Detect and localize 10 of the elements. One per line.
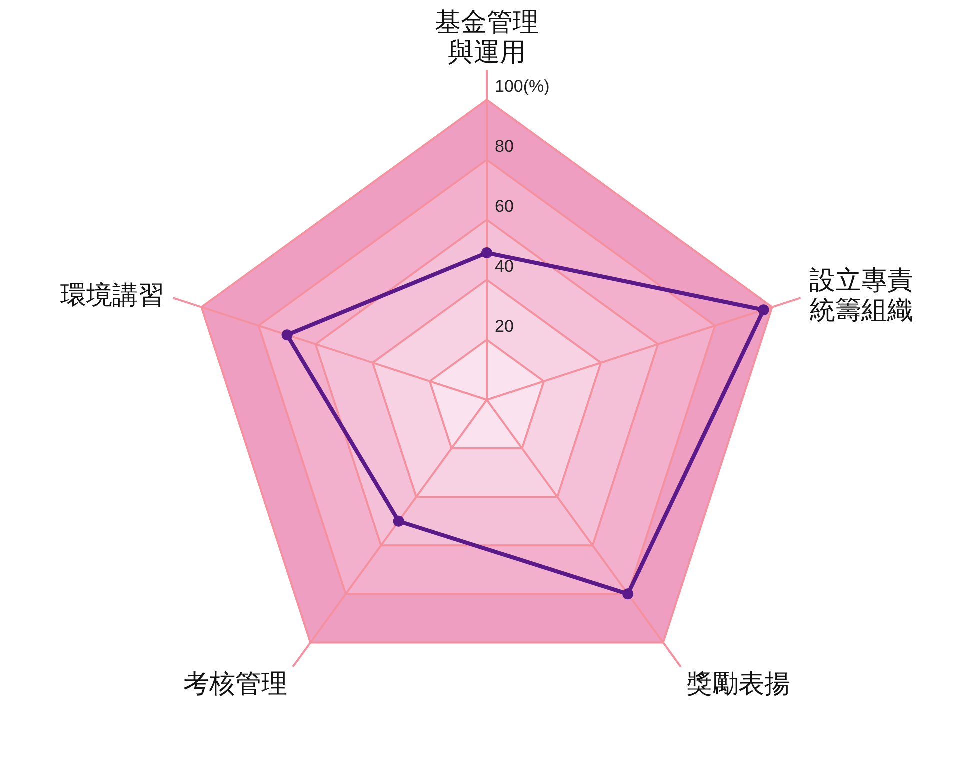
y-tick-label: 100(%): [495, 77, 550, 96]
y-tick-label: 80: [495, 137, 514, 156]
spoke-label: 設立專責統籌組織: [809, 265, 914, 326]
spoke-label: 基金管理與運用: [435, 7, 539, 67]
y-tick-label: 60: [495, 197, 514, 216]
spoke-label: 環境講習: [60, 280, 165, 310]
spoke-label: 考核管理: [184, 668, 288, 698]
y-tick-label: 20: [495, 317, 514, 336]
spoke-label: 獎勵表揚: [686, 668, 790, 698]
y-tick-label: 40: [495, 257, 514, 276]
